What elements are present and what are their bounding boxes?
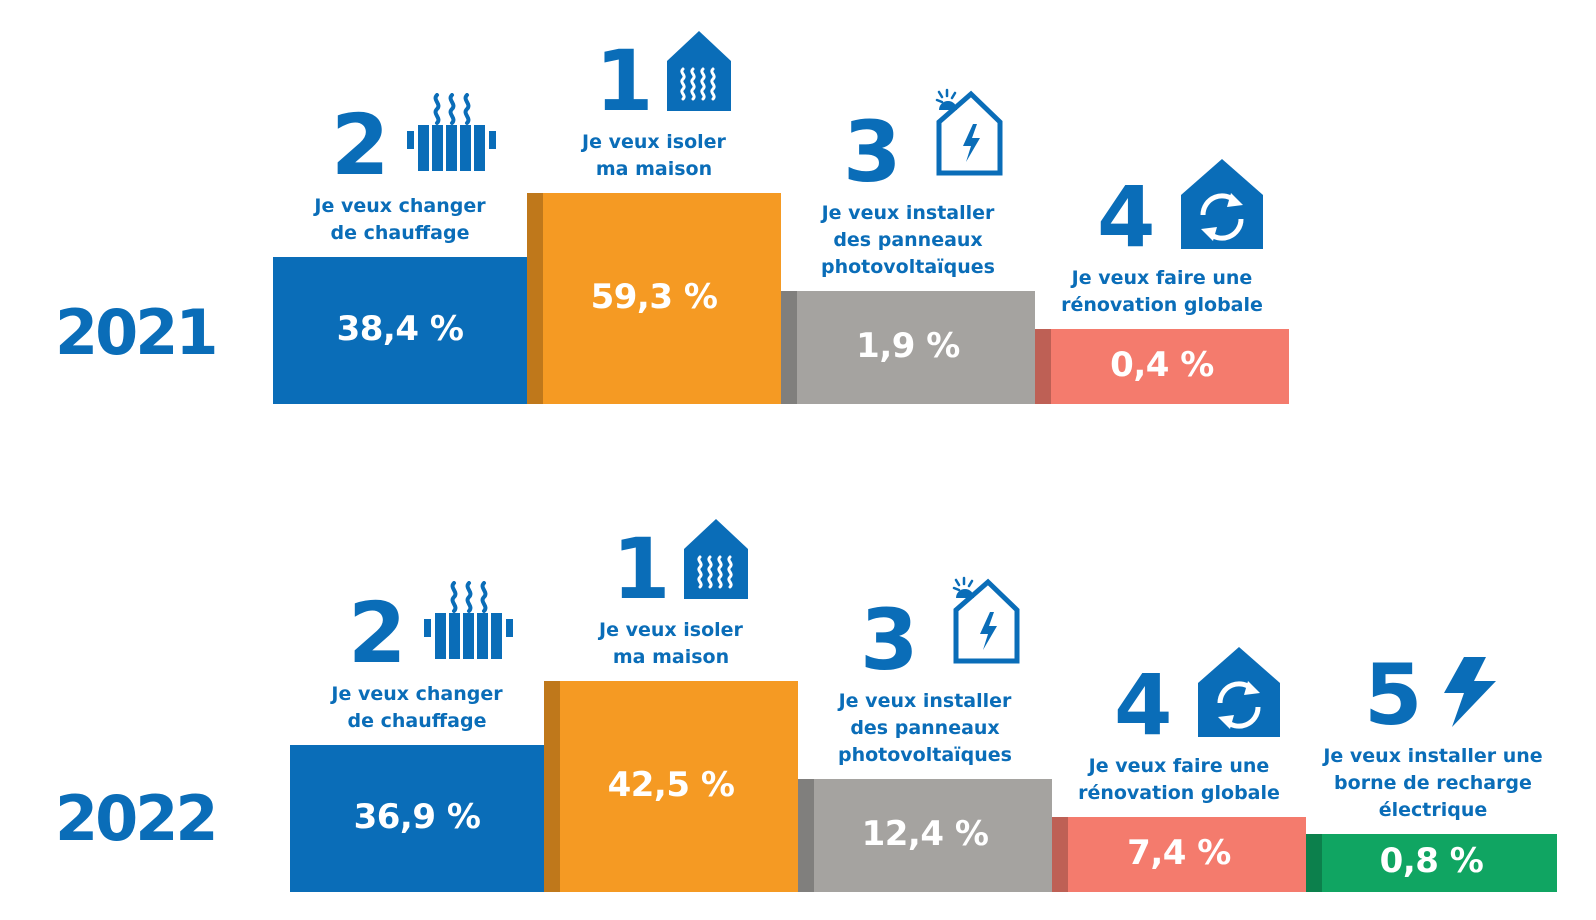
- bar-2022-3: 12,4 %: [798, 779, 1052, 892]
- bar-shadow: [527, 193, 543, 404]
- rank-number-2021-4: 4: [1097, 168, 1155, 266]
- bar-value-label: 0,4 %: [1110, 344, 1214, 385]
- category-label-line: Je veux installer: [838, 690, 1012, 712]
- bar-shadow: [544, 681, 560, 892]
- bar-2021-3: 1,9 %: [781, 291, 1035, 404]
- bar-value-label: 7,4 %: [1127, 832, 1231, 873]
- bar-shadow: [1035, 329, 1051, 404]
- category-label-line: Je veux installer: [821, 202, 995, 224]
- category-label-2021-4: Je veux faire une rénovation globale: [1015, 265, 1309, 319]
- category-label-line: ma maison: [612, 646, 730, 668]
- category-label-line: Je veux changer: [314, 195, 486, 217]
- bar-2021-1: 38,4 %: [273, 257, 527, 404]
- category-label-line: photovoltaïques: [820, 256, 995, 278]
- rank-number-2022-5: 5: [1364, 646, 1422, 744]
- rank-number-2022-3: 3: [860, 591, 918, 689]
- bar-value-label: 59,3 %: [590, 276, 718, 317]
- year-2021: 2021: [55, 296, 219, 369]
- insulated-house-icon: [667, 31, 731, 115]
- category-label-line: Je veux isoler: [582, 131, 726, 153]
- bar-shadow: [1052, 817, 1068, 892]
- rank-number-2021-3: 3: [843, 103, 901, 201]
- renovation-house-icon: [1198, 647, 1280, 741]
- bar-2021-2: 59,3 %: [527, 193, 781, 404]
- category-label-line: des panneaux: [850, 717, 1000, 739]
- category-label-line: Je veux faire une: [1071, 267, 1253, 289]
- category-label-line: rénovation globale: [1078, 782, 1280, 804]
- bar-2022-5: 0,8 %: [1306, 834, 1557, 892]
- rank-number-2021-2: 1: [595, 32, 653, 130]
- category-label-2022-3: Je veux installer des panneaux photovoltaï…: [778, 688, 1072, 769]
- rank-number-2022-2: 1: [612, 520, 670, 618]
- category-label-2022-1: Je veux changer de chauffage: [270, 681, 564, 735]
- rank-number-2022-4: 4: [1114, 656, 1172, 754]
- category-label-line: Je veux installer une: [1323, 745, 1543, 767]
- category-label-line: Je veux changer: [331, 683, 503, 705]
- category-label-2022-4: Je veux faire une rénovation globale: [1032, 753, 1326, 807]
- bar-2022-4: 7,4 %: [1052, 817, 1306, 892]
- bar-2022-1: 36,9 %: [290, 745, 544, 892]
- bar-shadow: [781, 291, 797, 404]
- year-2022: 2022: [55, 782, 219, 855]
- insulated-house-icon: [684, 519, 748, 603]
- category-label-2021-1: Je veux changer de chauffage: [253, 193, 547, 247]
- category-label-2022-2: Je veux isoler ma maison: [524, 617, 818, 671]
- renovation-house-icon: [1181, 159, 1263, 253]
- solar-house-icon: [950, 576, 1020, 668]
- category-label-line: Je veux faire une: [1088, 755, 1270, 777]
- category-label-2021-2: Je veux isoler ma maison: [507, 129, 801, 183]
- bar-value-label: 1,9 %: [856, 325, 960, 366]
- bar-shadow: [798, 779, 814, 892]
- lightning-icon: [1438, 657, 1498, 731]
- category-label-line: ma maison: [595, 158, 713, 180]
- category-label-line: borne de recharge: [1334, 772, 1532, 794]
- bar-value-label: 12,4 %: [861, 813, 989, 854]
- rank-number-2022-1: 2: [348, 584, 406, 682]
- bar-value-label: 38,4 %: [336, 308, 464, 349]
- radiator-icon: [424, 581, 514, 665]
- bar-value-label: 0,8 %: [1379, 841, 1484, 881]
- category-label-line: électrique: [1378, 799, 1488, 821]
- category-label-line: des panneaux: [833, 229, 983, 251]
- category-label-2021-3: Je veux installer des panneaux photovoltaï…: [761, 200, 1055, 281]
- category-label-line: de chauffage: [330, 222, 470, 244]
- solar-house-icon: [933, 88, 1003, 180]
- rank-number-2021-1: 2: [331, 96, 389, 194]
- bar-shadow: [1306, 834, 1322, 892]
- bar-value-label: 36,9 %: [353, 796, 481, 837]
- bar-2022-2: 42,5 %: [544, 681, 798, 892]
- radiator-icon: [407, 93, 497, 177]
- category-label-line: photovoltaïques: [837, 744, 1012, 766]
- bar-value-label: 42,5 %: [607, 764, 735, 805]
- category-label-2022-5: Je veux installer une borne de recharge él…: [1286, 743, 1580, 824]
- category-label-line: Je veux isoler: [599, 619, 743, 641]
- category-label-line: de chauffage: [347, 710, 487, 732]
- category-label-line: rénovation globale: [1061, 294, 1263, 316]
- bar-2021-4: 0,4 %: [1035, 329, 1289, 404]
